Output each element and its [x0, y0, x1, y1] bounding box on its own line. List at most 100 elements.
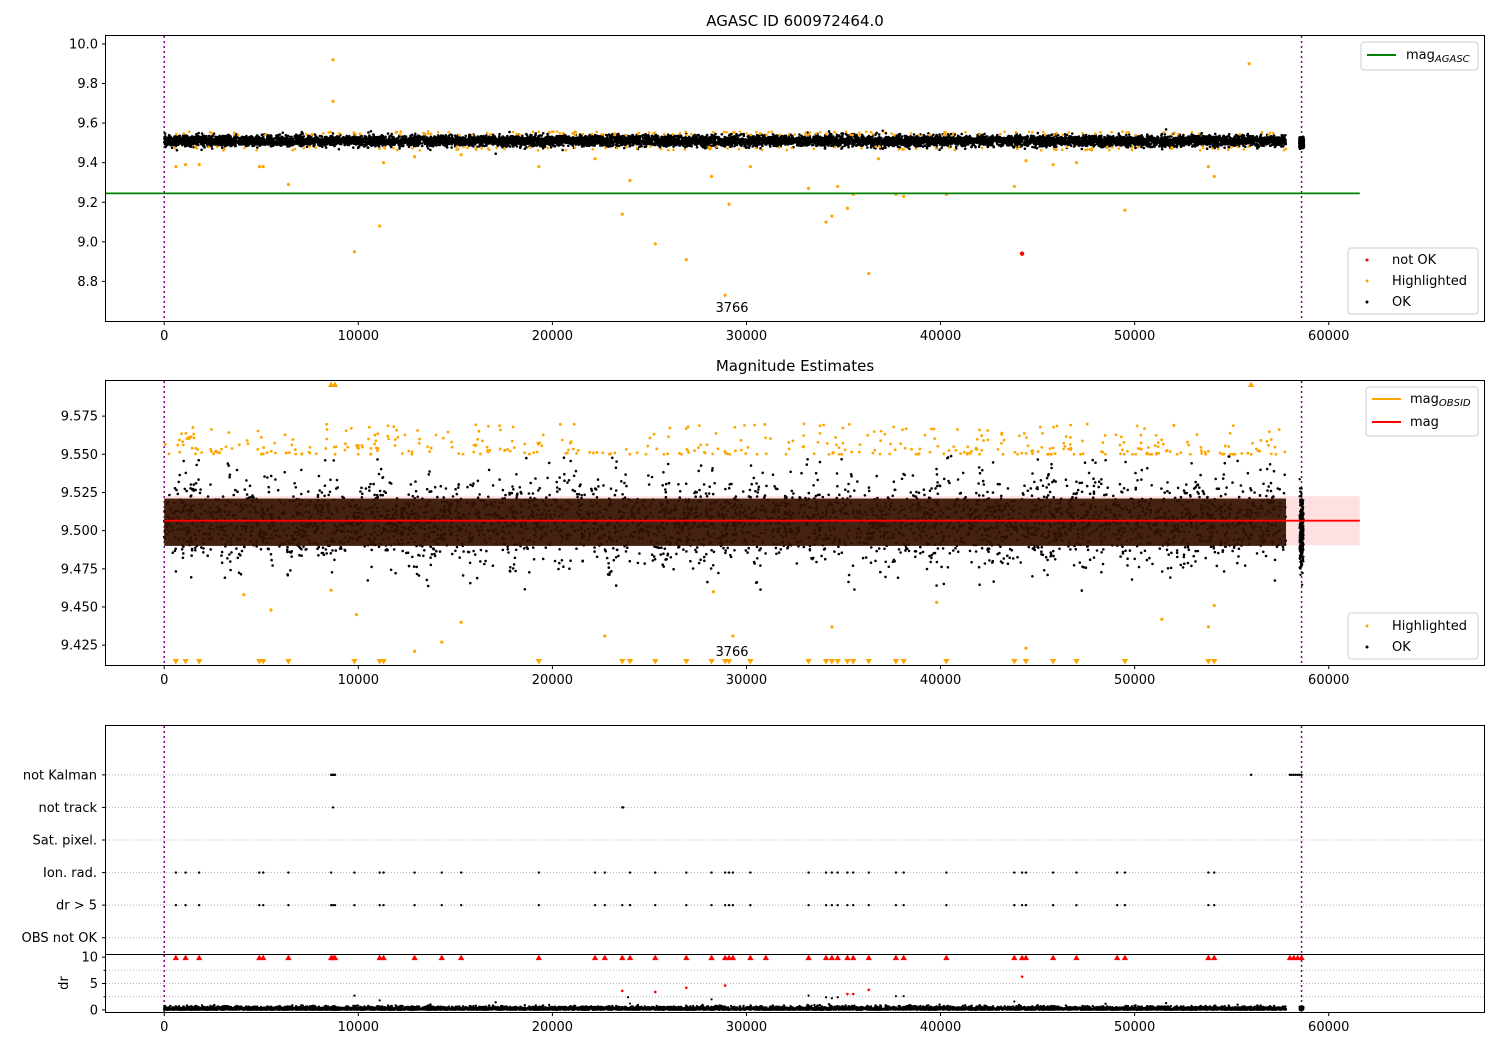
magnitude-highlighted-edge-point	[1053, 452, 1057, 455]
dr-red-point	[867, 988, 871, 992]
magnitude-highlighted-edge-point	[416, 429, 420, 432]
legend2-ok-label: OK	[1392, 640, 1411, 655]
agasc-highlighted-edge-point	[726, 147, 729, 150]
flags-marker	[1207, 903, 1210, 907]
dr-red-point	[653, 990, 657, 994]
magnitude-highlighted-edge-point	[1206, 449, 1210, 453]
flags-marker	[1115, 903, 1119, 907]
agasc-highlighted-edge-point	[814, 132, 818, 135]
agasc-highlighted-edge-point	[602, 133, 605, 136]
magnitude-highlighted-edge-point	[1221, 452, 1225, 456]
dr-capped-marker	[260, 954, 267, 961]
agasc-highlighted-edge-point	[436, 130, 440, 134]
agasc-highlighted-edge-point	[980, 146, 984, 150]
magnitude-highlighted-edge-point	[733, 425, 737, 429]
magnitude-highlighted-edge-point	[189, 435, 193, 439]
magnitude-highlighted-edge-point	[1038, 425, 1042, 429]
magnitude-highlighted-edge-point	[1013, 450, 1017, 454]
magnitude-highlighted-edge-point	[1175, 452, 1179, 456]
flags-marker	[333, 903, 337, 907]
magnitude-panel-annotation: 3766	[715, 645, 748, 660]
flags-marker	[830, 903, 834, 907]
magnitude-highlighted-edge-point	[1146, 446, 1150, 449]
magnitude-highlighted-edge-point	[374, 439, 378, 443]
magnitude-highlighted-edge-point	[227, 431, 231, 434]
magnitude-highlighted-edge-point	[1233, 452, 1237, 456]
agasc-highlighted-edge-point	[851, 133, 854, 137]
magnitude-highlighted-edge-point	[635, 451, 639, 455]
agasc-highlighted-edge-point	[647, 131, 651, 134]
agasc-highlighted-point	[378, 224, 382, 228]
dr-capped-marker	[331, 954, 339, 961]
dr-capped-marker	[892, 954, 900, 961]
magnitude-highlighted-edge-point	[923, 433, 927, 437]
agasc-highlighted-edge-point	[395, 148, 399, 152]
magnitude-highlighted-edge-point	[1187, 443, 1191, 447]
flags-marker	[378, 871, 381, 874]
flags-marker	[1288, 773, 1292, 777]
magnitude-highlighted-edge-point	[441, 436, 445, 440]
agasc-highlighted-edge-point	[255, 148, 258, 152]
agasc-highlighted-edge-point	[613, 131, 617, 135]
magnitude-highlighted-edge-point	[230, 447, 234, 450]
agasc-highlighted-edge-point	[398, 133, 402, 136]
magnitude-highlighted-edge-point	[472, 443, 476, 447]
agasc-highlighted-edge-point	[1284, 147, 1288, 151]
dr-black-point	[626, 996, 630, 999]
agasc-highlighted-edge-point	[215, 145, 219, 149]
magnitude-highlighted-edge-point	[1143, 427, 1146, 430]
dr-capped-marker	[822, 954, 830, 961]
magnitude-highlighted-edge-point	[628, 452, 632, 456]
magnitude-highlighted-edge-point	[325, 422, 328, 426]
agasc-highlighted-edge-point	[754, 146, 758, 150]
dr-capped-marker	[1113, 954, 1121, 961]
agasc-highlighted-edge-point	[625, 145, 629, 149]
agasc-highlighted-edge-point	[844, 130, 848, 133]
agasc-highlighted-edge-point	[758, 132, 762, 135]
agasc-highlighted-edge-point	[818, 131, 822, 134]
agasc-highlighted-edge-point	[395, 130, 399, 134]
agasc-highlighted-edge-point	[1052, 133, 1056, 137]
flags-marker	[1020, 903, 1024, 907]
magnitude-highlighted-edge-point	[367, 437, 370, 441]
dr-capped-marker	[1205, 954, 1212, 961]
agasc-highlighted-edge-point	[547, 130, 551, 134]
magnitude-highlighted-edge-point	[245, 439, 249, 442]
flags-marker	[287, 903, 290, 907]
magnitude-highlighted-edge-point	[571, 447, 575, 451]
magnitude-highlighted-edge-point	[784, 452, 788, 456]
magnitude-highlighted-edge-point	[755, 452, 759, 456]
magnitude-highlighted-edge-point	[1283, 450, 1287, 454]
agasc-highlighted-edge-point	[942, 133, 946, 137]
magnitude-highlighted-floor-marker	[172, 658, 180, 665]
magnitude-highlighted-edge-point	[1228, 431, 1232, 435]
magnitude-highlighted-floor-marker	[260, 658, 267, 665]
magnitude-highlighted-edge-point	[224, 445, 228, 449]
magnitude-highlighted-floor-marker	[850, 658, 857, 665]
flags-marker	[685, 871, 688, 874]
magnitude-highlighted-edge-point	[361, 445, 364, 449]
agasc-highlighted-edge-point	[615, 146, 619, 150]
agasc-highlighted-edge-point	[1171, 146, 1174, 150]
magnitude-highlighted-edge-point	[818, 431, 822, 435]
flags-marker	[1123, 903, 1127, 907]
flags-marker	[262, 903, 265, 907]
magnitude-highlighted-floor-marker	[619, 658, 626, 665]
magnitude-highlighted-edge-point	[190, 446, 194, 450]
magnitude-ytick-label: 9.475	[61, 562, 98, 577]
magnitude-highlighted-edge-point	[1131, 452, 1134, 456]
magnitude-highlighted-edge-point	[835, 443, 838, 447]
magnitude-xtick-label: 60000	[1308, 673, 1349, 688]
magnitude-highlighted-edge-point	[693, 449, 696, 452]
agasc-ytick-label: 9.2	[77, 196, 98, 211]
magnitude-highlighted-edge-point	[687, 451, 691, 454]
magnitude-highlighted-edge-point	[982, 439, 985, 442]
magnitude-highlighted-edge-point	[952, 445, 956, 449]
agasc-highlighted-edge-point	[1041, 130, 1045, 134]
magnitude-highlighted-edge-point	[256, 429, 260, 433]
magnitude-highlighted-edge-point	[506, 447, 509, 451]
agasc-xtick-label: 0	[160, 329, 168, 344]
magnitude-highlighted-edge-point	[978, 452, 982, 456]
magnitude-highlighted-floor-marker	[892, 658, 900, 665]
agasc-highlighted-edge-point	[474, 148, 478, 152]
